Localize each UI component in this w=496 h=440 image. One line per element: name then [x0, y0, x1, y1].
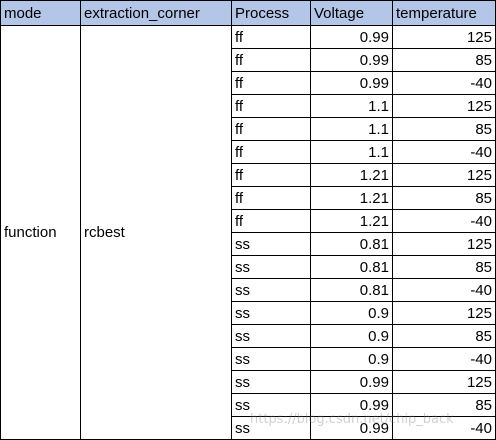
table-row: ss 0.9 85	[1, 324, 496, 348]
cell-voltage[interactable]: 1.1	[310, 117, 393, 141]
cell-temperature[interactable]: -40	[392, 71, 496, 95]
table-row: ss 0.9 -40	[1, 347, 496, 371]
table-row: ff 1.21 -40	[1, 209, 496, 233]
header-process[interactable]: Process	[231, 0, 311, 26]
table-row: ff 1.21 85	[1, 186, 496, 210]
cell-temperature[interactable]: 125	[392, 25, 496, 49]
cell-voltage[interactable]: 1.21	[310, 209, 393, 233]
cell-process[interactable]: ff	[231, 163, 311, 187]
cell-process[interactable]: ss	[231, 393, 311, 417]
cell-temperature[interactable]: 85	[392, 117, 496, 141]
cell-process[interactable]: ss	[231, 370, 311, 394]
cell-temperature[interactable]: -40	[392, 347, 496, 371]
cell-temperature[interactable]: -40	[392, 416, 496, 440]
cell-process[interactable]: ss	[231, 324, 311, 348]
cell-process[interactable]: ff	[231, 25, 311, 49]
cell-voltage[interactable]: 0.81	[310, 232, 393, 256]
cell-process[interactable]: ss	[231, 347, 311, 371]
cell-temperature[interactable]: -40	[392, 140, 496, 164]
table-body: function rcbest ff 0.99 125 ff 0.99 85 ff 0.99 -40…	[0, 25, 496, 440]
table-row: ss 0.81 125	[1, 232, 496, 256]
cell-voltage[interactable]: 0.81	[310, 278, 393, 302]
cell-voltage[interactable]: 0.99	[310, 416, 393, 440]
cell-process[interactable]: ss	[231, 416, 311, 440]
cell-voltage[interactable]: 0.99	[310, 370, 393, 394]
cell-temperature[interactable]: 125	[392, 94, 496, 118]
cell-temperature[interactable]: 85	[392, 255, 496, 279]
table-row: ff 0.99 85	[1, 48, 496, 72]
header-temperature[interactable]: temperature	[392, 0, 496, 26]
cell-voltage[interactable]: 0.9	[310, 324, 393, 348]
header-voltage[interactable]: Voltage	[310, 0, 393, 26]
cell-process[interactable]: ff	[231, 48, 311, 72]
cell-temperature[interactable]: 85	[392, 186, 496, 210]
cell-process[interactable]: ss	[231, 255, 311, 279]
cell-voltage[interactable]: 1.21	[310, 163, 393, 187]
cell-voltage[interactable]: 0.99	[310, 25, 393, 49]
cell-process[interactable]: ff	[231, 140, 311, 164]
cell-voltage[interactable]: 1.1	[310, 94, 393, 118]
cell-voltage[interactable]: 0.9	[310, 301, 393, 325]
cell-temperature[interactable]: 125	[392, 163, 496, 187]
header-extraction-corner[interactable]: extraction_corner	[80, 0, 232, 26]
cell-temperature[interactable]: 85	[392, 393, 496, 417]
cell-voltage[interactable]: 0.81	[310, 255, 393, 279]
cell-process[interactable]: ff	[231, 209, 311, 233]
cell-extraction-corner[interactable]: rcbest	[80, 25, 232, 440]
table-row: ss 0.99 -40	[1, 416, 496, 440]
cell-voltage[interactable]: 1.1	[310, 140, 393, 164]
header-mode[interactable]: mode	[0, 0, 81, 26]
cell-mode[interactable]: function	[0, 25, 81, 440]
cell-voltage[interactable]: 1.21	[310, 186, 393, 210]
cell-temperature[interactable]: 85	[392, 48, 496, 72]
cell-voltage[interactable]: 0.99	[310, 48, 393, 72]
header-row: mode extraction_corner Process Voltage t…	[0, 0, 496, 26]
cell-temperature[interactable]: 125	[392, 301, 496, 325]
cell-voltage[interactable]: 0.99	[310, 71, 393, 95]
cell-process[interactable]: ff	[231, 117, 311, 141]
cell-voltage[interactable]: 0.9	[310, 347, 393, 371]
cell-process[interactable]: ff	[231, 186, 311, 210]
cell-temperature[interactable]: 125	[392, 370, 496, 394]
table-row: ff 1.1 -40	[1, 140, 496, 164]
cell-process[interactable]: ss	[231, 301, 311, 325]
cell-process[interactable]: ff	[231, 71, 311, 95]
cell-temperature[interactable]: -40	[392, 209, 496, 233]
table-row: ff 1.1 85	[1, 117, 496, 141]
table-row: ss 0.81 85	[1, 255, 496, 279]
cell-process[interactable]: ss	[231, 232, 311, 256]
cell-voltage[interactable]: 0.99	[310, 393, 393, 417]
cell-temperature[interactable]: -40	[392, 278, 496, 302]
cell-temperature[interactable]: 85	[392, 324, 496, 348]
cell-temperature[interactable]: 125	[392, 232, 496, 256]
table-row: function rcbest ff 0.99 125	[0, 25, 496, 440]
cell-process[interactable]: ff	[231, 94, 311, 118]
table-row: ss 0.9 125	[1, 301, 496, 325]
cell-process[interactable]: ss	[231, 278, 311, 302]
